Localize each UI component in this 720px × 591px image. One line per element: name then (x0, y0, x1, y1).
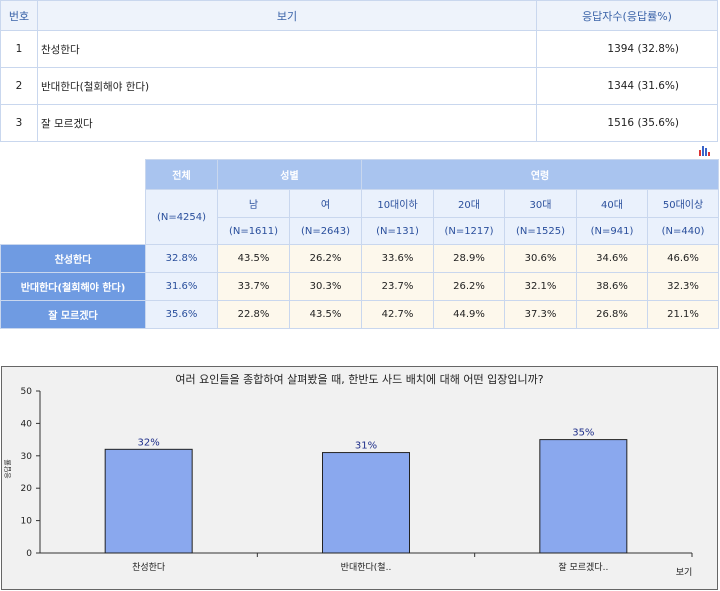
age-header: 연령 (360, 159, 720, 190)
total-n: (N=4254) (145, 189, 218, 245)
chart-canvas: 응답률 보기 0 10 20 30 40 50 32% 찬성한다 31% 반대한다(철.. 35% 잘… (3, 387, 693, 578)
cell-value: 34.6% (576, 244, 648, 273)
col-label: 여 (289, 189, 362, 218)
bar (322, 452, 410, 554)
cell-value: 22.8% (217, 300, 290, 329)
header-count: 응답자수(응답률%) (536, 0, 718, 31)
cell-value: 44.9% (433, 300, 505, 329)
y-tick-label: 0 (26, 549, 32, 559)
col-label: 남 (217, 189, 290, 218)
col-n: (N=941) (576, 217, 648, 245)
y-tick-label: 50 (21, 387, 33, 397)
row-count: 1394 (32.8%) (536, 30, 718, 68)
cell-value: 33.6% (361, 244, 434, 273)
bar (104, 448, 193, 554)
row-number: 3 (0, 104, 38, 142)
col-n: (N=440) (646, 217, 720, 245)
bar-value-label: 35% (572, 428, 594, 439)
cell-value: 43.5% (217, 244, 290, 273)
row-total: 32.8% (145, 244, 218, 273)
col-label: 50대이상 (646, 189, 720, 218)
crosstab-table: 전체 성별 연령 (N=4254) 남 여 10대이하 20대 30대 40대 … (0, 159, 720, 329)
cell-value: 21.1% (646, 300, 720, 329)
cell-value: 32.3% (646, 272, 720, 301)
cell-value: 26.8% (576, 300, 648, 329)
cell-value: 46.6% (646, 244, 720, 273)
col-n: (N=2643) (289, 217, 362, 245)
y-axis-label: 응답률 (3, 459, 12, 479)
cell-value: 32.1% (504, 272, 577, 301)
cell-value: 26.2% (433, 272, 505, 301)
col-n: (N=1217) (433, 217, 505, 245)
cell-value: 30.6% (504, 244, 577, 273)
row-option: 찬성한다 (37, 30, 537, 68)
y-tick-label: 10 (21, 517, 33, 527)
row-count: 1344 (31.6%) (536, 67, 718, 105)
row-total: 31.6% (145, 272, 218, 301)
gender-header: 성별 (217, 159, 362, 190)
row-number: 2 (0, 67, 38, 105)
col-label: 40대 (576, 189, 648, 218)
x-tick-label: 반대한다(철.. (341, 562, 392, 573)
table-row: 반대한다(철회해야 한다) 31.6% 33.7% 30.3% 23.7% 26… (0, 272, 720, 301)
row-label: 찬성한다 (0, 244, 146, 273)
bar (539, 439, 628, 554)
total-header: 전체 (145, 159, 218, 190)
col-n: (N=1525) (504, 217, 577, 245)
y-tick-label: 40 (21, 419, 33, 429)
cell-value: 26.2% (289, 244, 362, 273)
y-tick-label: 30 (21, 452, 33, 462)
row-option: 반대한다(철회해야 한다) (37, 67, 537, 105)
chart-title: 여러 요인들을 종합하여 살펴봤을 때, 한반도 사드 배치에 대해 어떤 입장… (175, 373, 544, 386)
cell-value: 37.3% (504, 300, 577, 329)
row-label: 반대한다(철회해야 한다) (0, 272, 146, 301)
x-tick-label: 찬성한다 (132, 562, 166, 573)
header-option: 보기 (37, 0, 537, 31)
bar-chart: 여러 요인들을 종합하여 살펴봤을 때, 한반도 사드 배치에 대해 어떤 입장… (1, 366, 718, 590)
col-label: 30대 (504, 189, 577, 218)
x-tick-label: 잘 모르겠다.. (558, 561, 608, 573)
row-total: 35.6% (145, 300, 218, 329)
table-row: 찬성한다 32.8% 43.5% 26.2% 33.6% 28.9% 30.6%… (0, 244, 720, 273)
cell-value: 43.5% (289, 300, 362, 329)
header-no: 번호 (0, 0, 38, 31)
row-number: 1 (0, 30, 38, 68)
x-axis-label: 보기 (676, 567, 693, 578)
response-table-header: 번호 보기 응답자수(응답률%) (0, 0, 718, 31)
cell-value: 23.7% (361, 272, 434, 301)
cell-value: 30.3% (289, 272, 362, 301)
table-row: 잘 모르겠다 35.6% 22.8% 43.5% 42.7% 44.9% 37.… (0, 300, 720, 329)
bar-value-label: 31% (355, 441, 377, 452)
response-table: 번호 보기 응답자수(응답률%) 1 찬성한다 1394 (32.8%) 2 반… (0, 0, 718, 142)
cell-value: 42.7% (361, 300, 434, 329)
y-tick-label: 20 (21, 484, 33, 494)
col-n: (N=131) (361, 217, 434, 245)
bar-value-label: 32% (138, 437, 160, 448)
table-row: 1 찬성한다 1394 (32.8%) (0, 30, 718, 68)
bar-chart-icon[interactable] (699, 146, 711, 156)
cell-value: 33.7% (217, 272, 290, 301)
cell-value: 28.9% (433, 244, 505, 273)
cell-value: 38.6% (576, 272, 648, 301)
table-row: 3 잘 모르겠다 1516 (35.6%) (0, 104, 718, 142)
col-label: 20대 (433, 189, 505, 218)
col-n: (N=1611) (217, 217, 290, 245)
crosstab-corner (0, 159, 146, 245)
row-option: 잘 모르겠다 (37, 104, 537, 142)
row-count: 1516 (35.6%) (536, 104, 718, 142)
col-label: 10대이하 (361, 189, 434, 218)
table-row: 2 반대한다(철회해야 한다) 1344 (31.6%) (0, 67, 718, 105)
row-label: 잘 모르겠다 (0, 300, 146, 329)
